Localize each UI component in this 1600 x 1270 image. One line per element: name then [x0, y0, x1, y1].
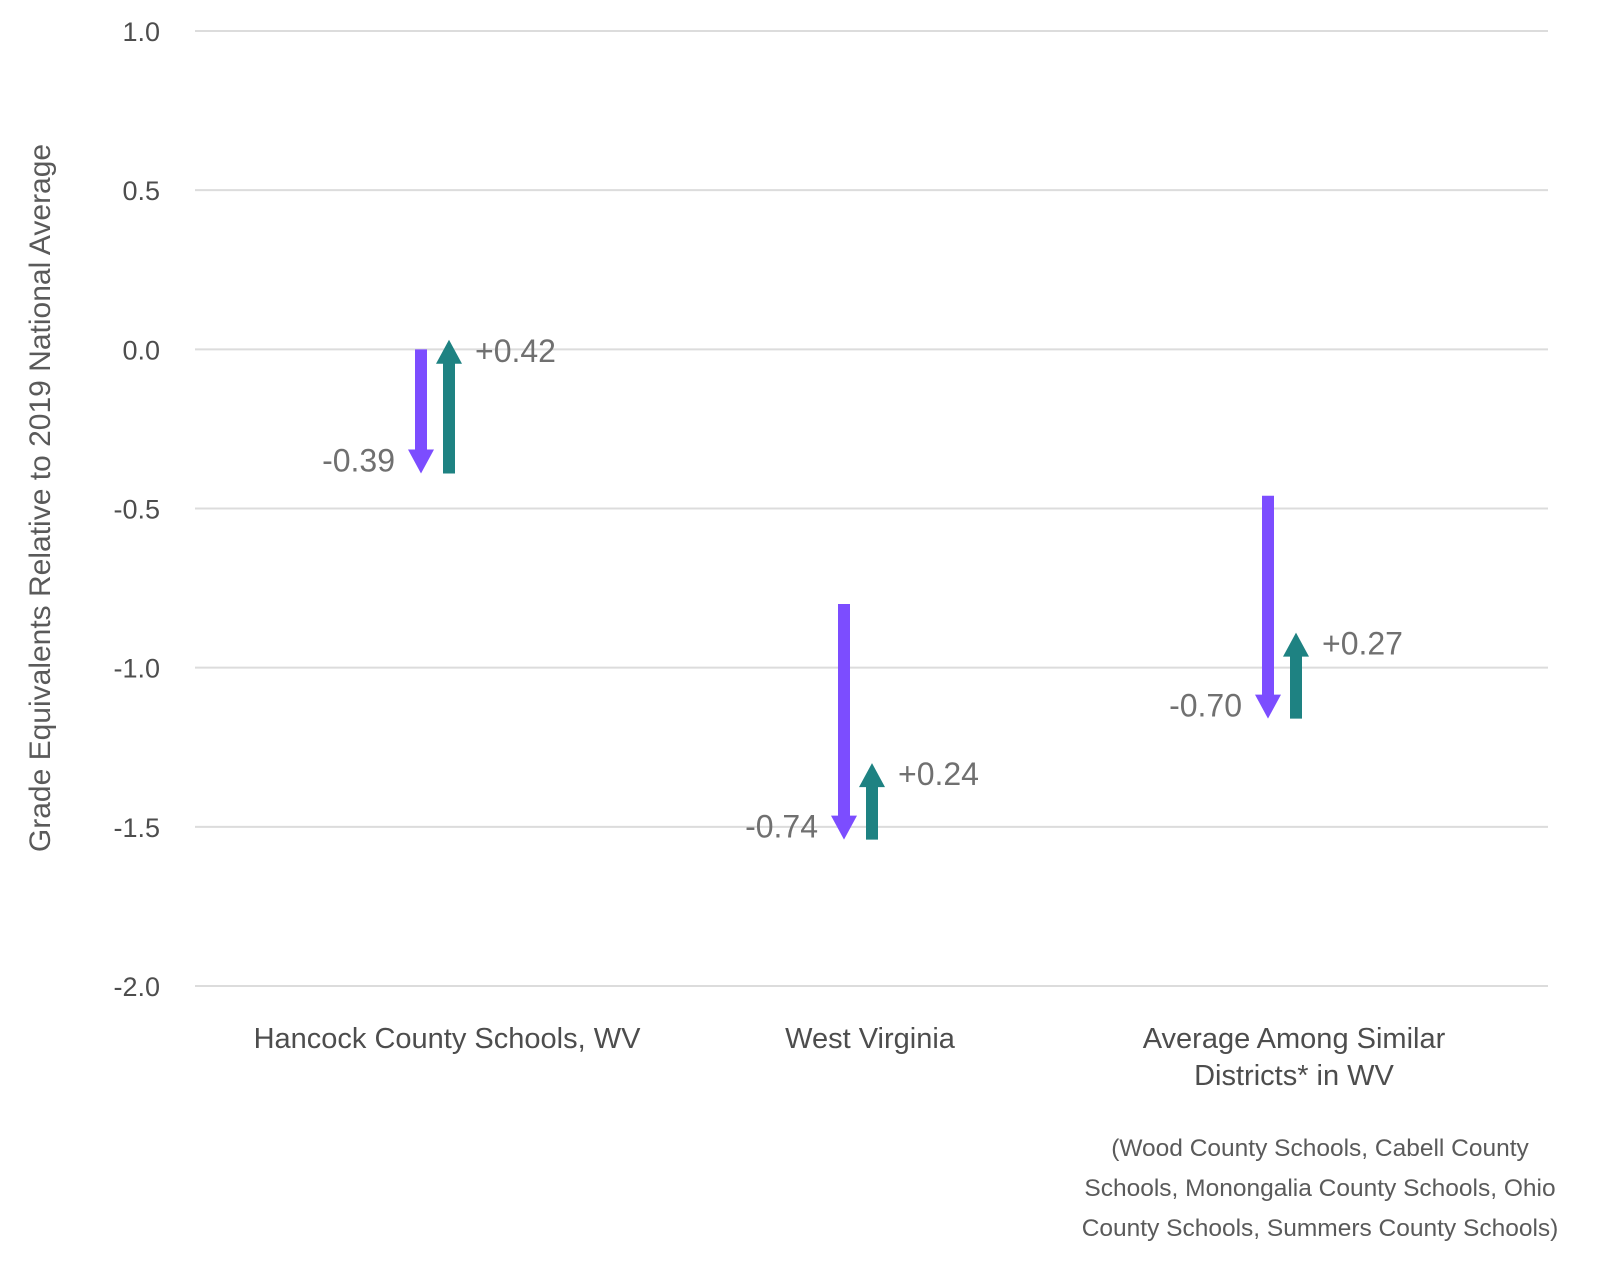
decline-value-label: -0.70: [1169, 688, 1242, 724]
arrow-group: -0.70 +0.27: [1169, 495, 1403, 724]
footnote-line: County Schools, Summers County Schools): [1081, 1215, 1559, 1242]
recovery-arrow: [436, 339, 462, 474]
recovery-value-label: +0.27: [1322, 626, 1403, 662]
category-label: Hancock County Schools, WV: [254, 1023, 641, 1055]
footnote-line: (Wood County Schools, Cabell County: [1111, 1135, 1529, 1162]
category-label: Average Among Similar: [1143, 1023, 1446, 1055]
recovery-value-label: +0.42: [475, 333, 556, 369]
arrow-group: -0.74 +0.24: [745, 604, 979, 845]
footnote: (Wood County Schools, Cabell County Scho…: [1020, 1129, 1600, 1249]
decline-value-label: -0.39: [322, 442, 395, 478]
y-tick-label: -2.0: [113, 972, 160, 1002]
y-axis-label: Grade Equivalents Relative to 2019 Natio…: [24, 144, 57, 852]
category-label: West Virginia: [785, 1023, 956, 1055]
y-tick-label: 0.5: [122, 176, 160, 206]
arrow-marks: -0.39 +0.42 -0.74 +0.24 -0.70 +0.27: [322, 333, 1403, 845]
category-label: Districts* in WV: [1194, 1060, 1394, 1092]
y-tick-label: 0.0: [122, 335, 160, 365]
y-tick-label: 1.0: [122, 17, 160, 47]
arrow-group: -0.39 +0.42: [322, 333, 556, 479]
y-axis-ticks: 1.0 0.5 0.0 -0.5 -1.0 -1.5 -2.0: [113, 17, 160, 1002]
decline-arrow: [408, 349, 434, 474]
recovery-arrow: [859, 763, 885, 840]
category-labels: Hancock County Schools, WV West Virginia A…: [254, 1023, 1446, 1092]
decline-arrow: [1255, 495, 1281, 719]
recovery-arrow: [1283, 632, 1309, 719]
footnote-line: Schools, Monongalia County Schools, Ohio: [1084, 1175, 1556, 1202]
recovery-value-label: +0.24: [898, 756, 979, 792]
decline-value-label: -0.74: [745, 809, 818, 845]
gridlines: [195, 30, 1548, 987]
y-tick-label: -1.5: [113, 813, 160, 843]
decline-arrow: [831, 604, 857, 840]
y-tick-label: -1.0: [113, 654, 160, 684]
y-tick-label: -0.5: [113, 495, 160, 525]
